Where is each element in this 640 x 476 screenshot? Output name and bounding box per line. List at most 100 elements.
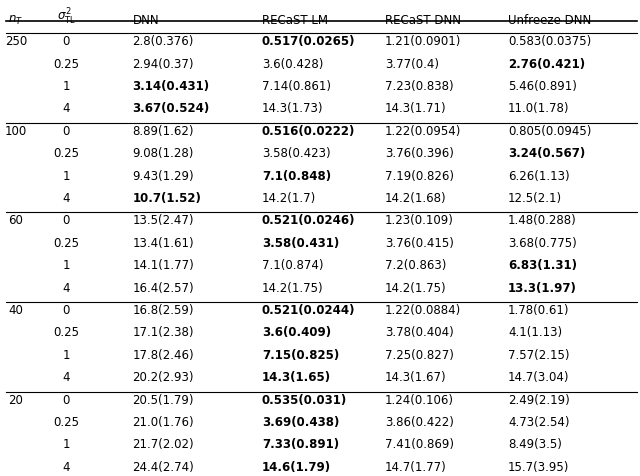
- Text: 0.535(0.031): 0.535(0.031): [262, 394, 347, 407]
- Text: 21.7(2.02): 21.7(2.02): [132, 438, 194, 451]
- Text: 0.521(0.0246): 0.521(0.0246): [262, 214, 355, 228]
- Text: 3.68(0.775): 3.68(0.775): [508, 237, 577, 250]
- Text: 1.23(0.109): 1.23(0.109): [385, 214, 454, 228]
- Text: 7.2(0.863): 7.2(0.863): [385, 259, 446, 272]
- Text: 250: 250: [4, 35, 27, 48]
- Text: 2.76(0.421): 2.76(0.421): [508, 58, 585, 70]
- Text: 21.0(1.76): 21.0(1.76): [132, 416, 194, 429]
- Text: 2.94(0.37): 2.94(0.37): [132, 58, 194, 70]
- Text: 1: 1: [63, 438, 70, 451]
- Text: 3.67(0.524): 3.67(0.524): [132, 102, 210, 116]
- Text: 3.69(0.438): 3.69(0.438): [262, 416, 339, 429]
- Text: 0: 0: [63, 394, 70, 407]
- Text: 0: 0: [63, 35, 70, 48]
- Text: 16.8(2.59): 16.8(2.59): [132, 304, 194, 317]
- Text: 7.19(0.826): 7.19(0.826): [385, 169, 454, 183]
- Text: 20: 20: [8, 394, 24, 407]
- Text: Unfreeze DNN: Unfreeze DNN: [508, 14, 591, 27]
- Text: 7.15(0.825): 7.15(0.825): [262, 349, 339, 362]
- Text: 0.25: 0.25: [53, 147, 79, 160]
- Text: 3.24(0.567): 3.24(0.567): [508, 147, 585, 160]
- Text: 3.78(0.404): 3.78(0.404): [385, 327, 454, 339]
- Text: 20.2(2.93): 20.2(2.93): [132, 371, 194, 384]
- Text: 4: 4: [63, 461, 70, 474]
- Text: 13.5(2.47): 13.5(2.47): [132, 214, 194, 228]
- Text: 17.8(2.46): 17.8(2.46): [132, 349, 194, 362]
- Text: 40: 40: [8, 304, 24, 317]
- Text: DNN: DNN: [132, 14, 159, 27]
- Text: 0.25: 0.25: [53, 327, 79, 339]
- Text: 0.805(0.0945): 0.805(0.0945): [508, 125, 591, 138]
- Text: 1: 1: [63, 169, 70, 183]
- Text: 3.77(0.4): 3.77(0.4): [385, 58, 439, 70]
- Text: 4.73(2.54): 4.73(2.54): [508, 416, 570, 429]
- Text: 3.86(0.422): 3.86(0.422): [385, 416, 454, 429]
- Text: 14.3(1.73): 14.3(1.73): [262, 102, 323, 116]
- Text: 1: 1: [63, 80, 70, 93]
- Text: 7.1(0.848): 7.1(0.848): [262, 169, 331, 183]
- Text: 3.76(0.415): 3.76(0.415): [385, 237, 454, 250]
- Text: 14.1(1.77): 14.1(1.77): [132, 259, 195, 272]
- Text: 14.2(1.68): 14.2(1.68): [385, 192, 447, 205]
- Text: 2.8(0.376): 2.8(0.376): [132, 35, 194, 48]
- Text: $n_T$: $n_T$: [8, 14, 24, 27]
- Text: 1.21(0.0901): 1.21(0.0901): [385, 35, 461, 48]
- Text: 17.1(2.38): 17.1(2.38): [132, 327, 194, 339]
- Text: 3.14(0.431): 3.14(0.431): [132, 80, 210, 93]
- Text: 3.58(0.431): 3.58(0.431): [262, 237, 339, 250]
- Text: 0.583(0.0375): 0.583(0.0375): [508, 35, 591, 48]
- Text: 14.2(1.75): 14.2(1.75): [385, 282, 447, 295]
- Text: 13.4(1.61): 13.4(1.61): [132, 237, 194, 250]
- Text: 2.49(2.19): 2.49(2.19): [508, 394, 570, 407]
- Text: 1.22(0.0884): 1.22(0.0884): [385, 304, 461, 317]
- Text: 100: 100: [4, 125, 27, 138]
- Text: 0.25: 0.25: [53, 416, 79, 429]
- Text: 14.2(1.7): 14.2(1.7): [262, 192, 316, 205]
- Text: 1.48(0.288): 1.48(0.288): [508, 214, 577, 228]
- Text: 0: 0: [63, 125, 70, 138]
- Text: 0.25: 0.25: [53, 58, 79, 70]
- Text: 9.43(1.29): 9.43(1.29): [132, 169, 194, 183]
- Text: 1: 1: [63, 259, 70, 272]
- Text: 4.1(1.13): 4.1(1.13): [508, 327, 562, 339]
- Text: 7.33(0.891): 7.33(0.891): [262, 438, 339, 451]
- Text: 8.49(3.5): 8.49(3.5): [508, 438, 562, 451]
- Text: 3.76(0.396): 3.76(0.396): [385, 147, 454, 160]
- Text: 14.3(1.67): 14.3(1.67): [385, 371, 447, 384]
- Text: RECaST DNN: RECaST DNN: [385, 14, 461, 27]
- Text: 14.6(1.79): 14.6(1.79): [262, 461, 331, 474]
- Text: 0.25: 0.25: [53, 237, 79, 250]
- Text: 4: 4: [63, 371, 70, 384]
- Text: 5.46(0.891): 5.46(0.891): [508, 80, 577, 93]
- Text: 13.3(1.97): 13.3(1.97): [508, 282, 577, 295]
- Text: 14.2(1.75): 14.2(1.75): [262, 282, 324, 295]
- Text: 11.0(1.78): 11.0(1.78): [508, 102, 570, 116]
- Text: 7.57(2.15): 7.57(2.15): [508, 349, 570, 362]
- Text: 20.5(1.79): 20.5(1.79): [132, 394, 194, 407]
- Text: 16.4(2.57): 16.4(2.57): [132, 282, 194, 295]
- Text: 1.78(0.61): 1.78(0.61): [508, 304, 570, 317]
- Text: 14.3(1.65): 14.3(1.65): [262, 371, 331, 384]
- Text: 1.24(0.106): 1.24(0.106): [385, 394, 454, 407]
- Text: 6.83(1.31): 6.83(1.31): [508, 259, 577, 272]
- Text: RECaST LM: RECaST LM: [262, 14, 328, 27]
- Text: 14.7(3.04): 14.7(3.04): [508, 371, 570, 384]
- Text: 1: 1: [63, 349, 70, 362]
- Text: 1.22(0.0954): 1.22(0.0954): [385, 125, 461, 138]
- Text: $\sigma^2_{\mathrm{TL}}$: $\sigma^2_{\mathrm{TL}}$: [57, 7, 76, 27]
- Text: 15.7(3.95): 15.7(3.95): [508, 461, 570, 474]
- Text: 8.89(1.62): 8.89(1.62): [132, 125, 194, 138]
- Text: 7.23(0.838): 7.23(0.838): [385, 80, 454, 93]
- Text: 14.7(1.77): 14.7(1.77): [385, 461, 447, 474]
- Text: 7.41(0.869): 7.41(0.869): [385, 438, 454, 451]
- Text: 6.26(1.13): 6.26(1.13): [508, 169, 570, 183]
- Text: 7.1(0.874): 7.1(0.874): [262, 259, 323, 272]
- Text: 0: 0: [63, 304, 70, 317]
- Text: 7.25(0.827): 7.25(0.827): [385, 349, 454, 362]
- Text: 10.7(1.52): 10.7(1.52): [132, 192, 202, 205]
- Text: 14.3(1.71): 14.3(1.71): [385, 102, 447, 116]
- Text: 12.5(2.1): 12.5(2.1): [508, 192, 562, 205]
- Text: 9.08(1.28): 9.08(1.28): [132, 147, 194, 160]
- Text: 3.58(0.423): 3.58(0.423): [262, 147, 330, 160]
- Text: 0: 0: [63, 214, 70, 228]
